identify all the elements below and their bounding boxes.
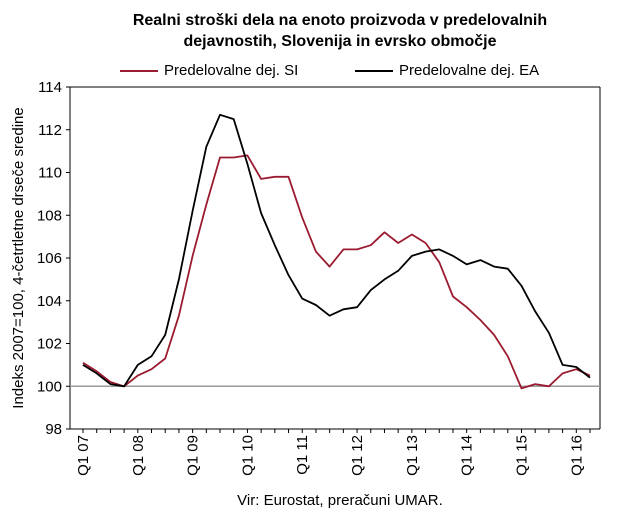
- source-note: Vir: Eurostat, preračuni UMAR.: [237, 492, 443, 509]
- legend-label-si: Predelovalne dej. SI: [164, 62, 299, 79]
- x-axis-ticks: Q1 07 Q1 08 Q1 09 Q1 10 Q1 11 Q1 12 Q1 13 Q1 14…: [75, 429, 591, 476]
- chart-title-line2: dejavnostih, Slovenija in evrsko območje: [183, 33, 497, 50]
- x-tick-label: Q1 15: [513, 435, 530, 476]
- y-tick-label: 110: [38, 165, 62, 182]
- y-tick-label: 114: [38, 79, 62, 96]
- x-tick-label: Q1 13: [404, 435, 421, 476]
- y-axis-ticks: 98 100 102 104 106 108 110 112 114: [37, 79, 70, 438]
- x-tick-label: Q1 11: [294, 435, 311, 475]
- series-line-si: [82, 154, 591, 390]
- series-group: [82, 113, 591, 390]
- legend-swatch-ea: [355, 69, 393, 72]
- chart-title-line1: Realni stroški dela na enoto proizvoda v…: [132, 12, 548, 29]
- y-tick-label: 112: [38, 122, 62, 139]
- y-tick-label: 100: [37, 378, 62, 395]
- legend-item-si: Predelovalne dej. SI: [120, 62, 298, 79]
- y-tick-label: 102: [37, 336, 62, 353]
- y-axis-label: Indeks 2007=100, 4-četrtletne drseče sre…: [10, 107, 27, 408]
- x-tick-label: Q1 12: [349, 435, 366, 476]
- x-tick-label: Q1 10: [239, 435, 256, 476]
- legend-swatch-si: [120, 69, 158, 72]
- legend: Predelovalne dej. SI Predelovalne dej. E…: [0, 62, 620, 82]
- x-tick-label: Q1 09: [185, 435, 202, 476]
- y-tick-label: 108: [37, 207, 62, 224]
- series-line-ea: [82, 113, 591, 388]
- chart-title: Realni stroški dela na enoto proizvoda v…: [60, 10, 620, 52]
- legend-label-ea: Predelovalne dej. EA: [399, 62, 540, 79]
- legend-item-ea: Predelovalne dej. EA: [355, 62, 539, 79]
- y-tick-label: 106: [37, 250, 62, 267]
- x-tick-label: Q1 14: [459, 435, 476, 476]
- x-tick-label: Q1 08: [130, 435, 147, 476]
- x-tick-label: Q1 07: [75, 435, 92, 476]
- x-tick-label: Q1 16: [568, 435, 585, 476]
- y-tick-label: 98: [45, 421, 62, 438]
- y-tick-label: 104: [37, 293, 62, 310]
